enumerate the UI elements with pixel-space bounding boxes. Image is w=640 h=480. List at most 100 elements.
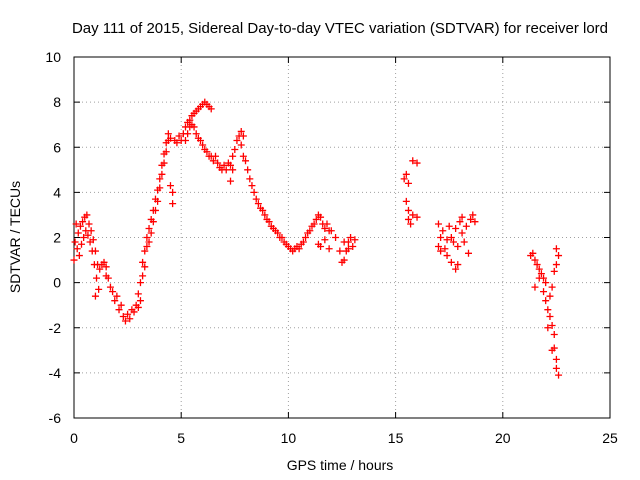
data-point (550, 267, 558, 275)
data-point (84, 231, 92, 239)
data-point (439, 227, 447, 235)
data-point (102, 263, 110, 271)
data-point (79, 218, 87, 226)
data-point (141, 263, 149, 271)
data-point (173, 139, 181, 147)
data-point (535, 274, 543, 282)
data-point (229, 166, 237, 174)
x-axis: 0 5 10 15 20 25 (70, 57, 618, 446)
data-point (437, 247, 445, 255)
data-point (72, 220, 80, 228)
data-point (274, 229, 282, 237)
data-point (437, 234, 445, 241)
data-point (537, 270, 545, 278)
data-point (252, 195, 260, 203)
data-point (156, 184, 164, 192)
data-point (434, 220, 442, 228)
data-point (447, 234, 455, 241)
data-point (126, 315, 134, 323)
data-point (169, 200, 177, 208)
data-point (458, 213, 466, 221)
data-point (80, 234, 88, 241)
x-tick-label: 20 (495, 430, 511, 446)
data-point (71, 238, 79, 246)
data-point (409, 157, 417, 165)
chart-title: Day 111 of 2015, Sidereal Day-to-day VTE… (72, 20, 608, 37)
data-point (533, 261, 541, 269)
data-point (145, 224, 153, 232)
data-point (544, 306, 552, 314)
data-point (181, 136, 189, 144)
data-point (231, 146, 239, 154)
data-point (106, 283, 114, 291)
data-point (190, 123, 198, 131)
data-point (162, 148, 170, 156)
data-point (143, 243, 151, 251)
data-point (344, 245, 352, 253)
data-point (321, 236, 329, 244)
data-point (452, 265, 460, 273)
data-point (175, 132, 183, 140)
data-point (115, 306, 123, 314)
data-point (347, 234, 355, 241)
data-point (306, 227, 314, 235)
data-point (134, 303, 142, 311)
y-tick-label: 8 (53, 94, 61, 110)
data-point (192, 130, 200, 138)
data-point (203, 148, 211, 156)
data-point (462, 222, 470, 230)
data-point (141, 247, 149, 255)
data-point (169, 188, 177, 196)
data-point (70, 256, 78, 264)
data-point (404, 215, 412, 223)
data-point (89, 236, 97, 244)
data-point (227, 177, 235, 185)
grid-lines (74, 57, 610, 418)
data-point (295, 245, 303, 253)
data-point (302, 234, 310, 241)
data-points (70, 98, 563, 379)
data-point (136, 279, 144, 287)
data-point (149, 218, 157, 226)
data-point (248, 182, 256, 190)
data-point (147, 229, 155, 237)
data-point (402, 197, 410, 205)
y-tick-label: 10 (45, 49, 61, 65)
data-point (323, 220, 331, 228)
data-point (552, 261, 560, 269)
data-point (340, 256, 348, 264)
data-point (413, 213, 421, 221)
data-point (310, 220, 318, 228)
data-point (460, 238, 468, 246)
data-point (413, 159, 421, 167)
data-point (441, 245, 449, 253)
data-point (100, 258, 108, 266)
data-point (233, 136, 241, 144)
data-point (250, 188, 258, 196)
y-tick-label: -2 (49, 320, 62, 336)
data-point (136, 297, 144, 305)
data-point (113, 292, 121, 300)
data-point (143, 234, 151, 241)
data-point (166, 182, 174, 190)
data-point (546, 312, 554, 320)
data-point (445, 222, 453, 230)
data-point (278, 234, 286, 241)
data-point (186, 116, 194, 124)
data-point (351, 236, 359, 244)
data-point (73, 245, 81, 253)
y-axis: -6 -4 -2 0 2 4 6 8 10 (45, 49, 610, 426)
data-point (121, 317, 129, 325)
data-point (546, 292, 554, 300)
data-point (91, 247, 99, 255)
data-point (220, 161, 228, 169)
data-point (555, 371, 563, 379)
data-point (548, 346, 556, 354)
data-point (407, 220, 415, 228)
data-point (321, 224, 329, 232)
data-point (336, 247, 344, 255)
data-point (239, 152, 247, 160)
data-point (531, 256, 539, 264)
x-tick-label: 15 (388, 430, 404, 446)
